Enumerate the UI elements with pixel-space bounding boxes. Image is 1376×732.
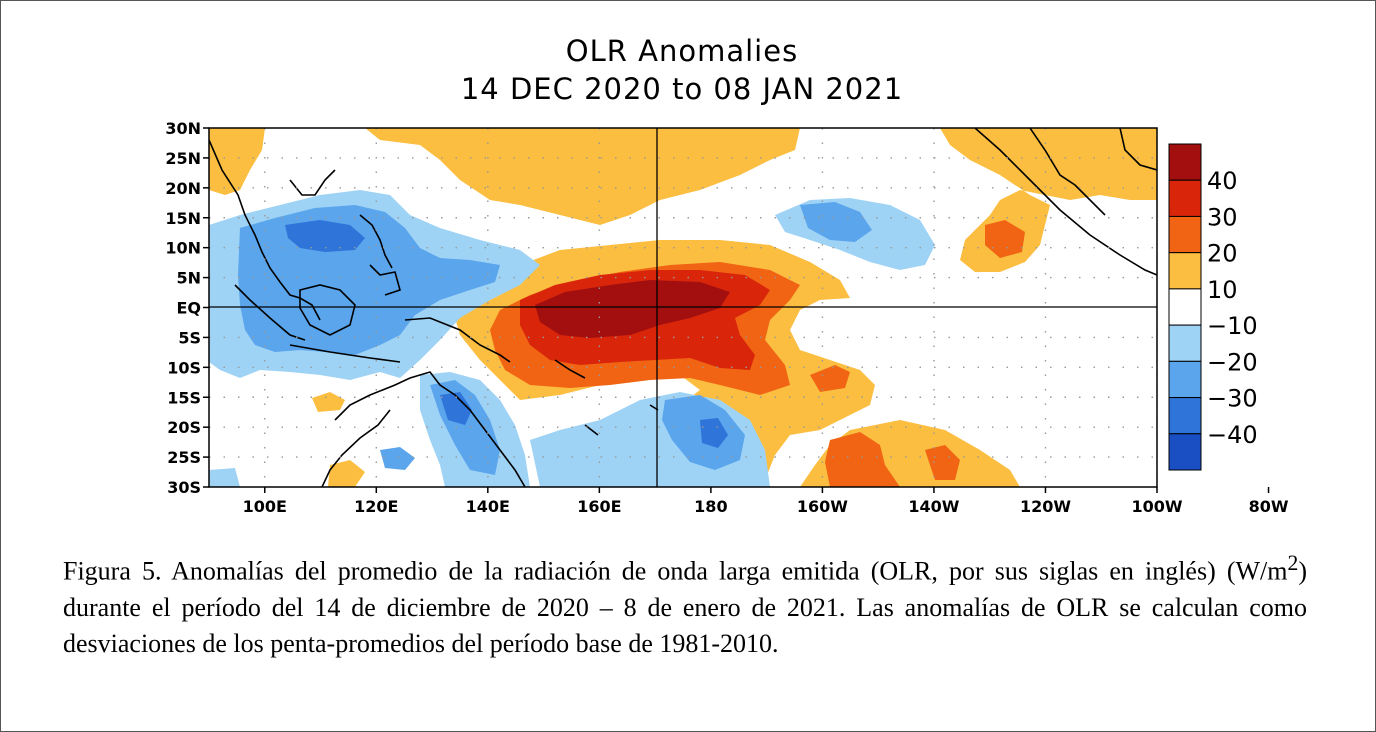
colorbar: 40 30 20 10 −10 −20 −30 −40 bbox=[1168, 143, 1258, 471]
lon-label: 180 bbox=[694, 497, 727, 516]
lat-label: 30N bbox=[165, 119, 201, 138]
lat-label: 15S bbox=[167, 388, 201, 407]
map-title-line2: 14 DEC 2020 to 08 JAN 2021 bbox=[460, 72, 904, 106]
colorbar-swatch bbox=[1168, 143, 1202, 181]
colorbar-swatch bbox=[1168, 433, 1202, 471]
lat-label: 30S bbox=[167, 478, 201, 497]
map-title: OLR Anomalies 14 DEC 2020 to 08 JAN 2021 bbox=[0, 32, 1364, 108]
colorbar-label: −20 bbox=[1207, 348, 1258, 376]
colorbar-label: −40 bbox=[1207, 421, 1258, 449]
lat-label: 10S bbox=[167, 358, 201, 377]
colorbar-label: 10 bbox=[1207, 276, 1238, 304]
caption-superscript: 2 bbox=[1287, 551, 1299, 575]
lon-label: 140E bbox=[466, 497, 510, 516]
colorbar-swatch bbox=[1168, 215, 1202, 254]
lat-label: 20S bbox=[167, 418, 201, 437]
lat-label: 5N bbox=[176, 269, 201, 288]
colorbar-swatch bbox=[1168, 252, 1202, 290]
colorbar-swatch bbox=[1168, 179, 1202, 217]
lon-label: 120E bbox=[354, 497, 398, 516]
lon-label: 100E bbox=[243, 497, 287, 516]
colorbar-label: 20 bbox=[1207, 240, 1238, 268]
lon-label: 140W bbox=[908, 497, 959, 516]
lat-label: 15N bbox=[165, 209, 201, 228]
lat-label: 25N bbox=[165, 149, 201, 168]
lon-label: 100W bbox=[1131, 497, 1182, 516]
colorbar-swatch bbox=[1168, 324, 1202, 362]
lat-label: 25S bbox=[167, 448, 201, 467]
colorbar-swatch bbox=[1168, 288, 1202, 326]
figure-caption: Figura 5. Anomalías del promedio de la r… bbox=[63, 545, 1307, 662]
lon-label: 160W bbox=[797, 497, 848, 516]
latitude-axis: 30N 25N 20N 15N 10N 5N EQ 5S 10S 15S 20S 25S 30S bbox=[165, 119, 209, 497]
positive-anomaly-gt40 bbox=[535, 280, 730, 338]
lon-label: 160E bbox=[577, 497, 621, 516]
lat-label: EQ bbox=[176, 299, 201, 318]
anomaly-fields bbox=[209, 128, 1157, 487]
negative-anomaly-30-40 bbox=[285, 220, 728, 448]
caption-text-1: Figura 5. Anomalías del promedio de la r… bbox=[63, 556, 1288, 586]
colorbar-swatch bbox=[1168, 397, 1202, 435]
colorbar-label: 40 bbox=[1207, 167, 1238, 195]
colorbar-swatch bbox=[1168, 360, 1202, 399]
map-title-line1: OLR Anomalies bbox=[565, 34, 799, 68]
caption-text-2: ) durante el período del 14 de diciembre… bbox=[63, 556, 1307, 658]
lat-label: 10N bbox=[165, 239, 201, 258]
lat-label: 20N bbox=[165, 179, 201, 198]
colorbar-label: −30 bbox=[1207, 385, 1258, 413]
olr-anomaly-map: 30N 25N 20N 15N 10N 5N EQ 5S 10S 15S 20S 25S 30S 100… bbox=[165, 119, 1289, 516]
lon-label: 80W bbox=[1249, 497, 1289, 516]
colorbar-label: 30 bbox=[1207, 203, 1238, 231]
lat-label: 5S bbox=[178, 328, 201, 347]
longitude-axis: 100E 120E 140E 160E 180 160W 140W 120W 100W 80W bbox=[243, 487, 1289, 516]
colorbar-label: −10 bbox=[1207, 312, 1258, 340]
lon-label: 120W bbox=[1020, 497, 1071, 516]
